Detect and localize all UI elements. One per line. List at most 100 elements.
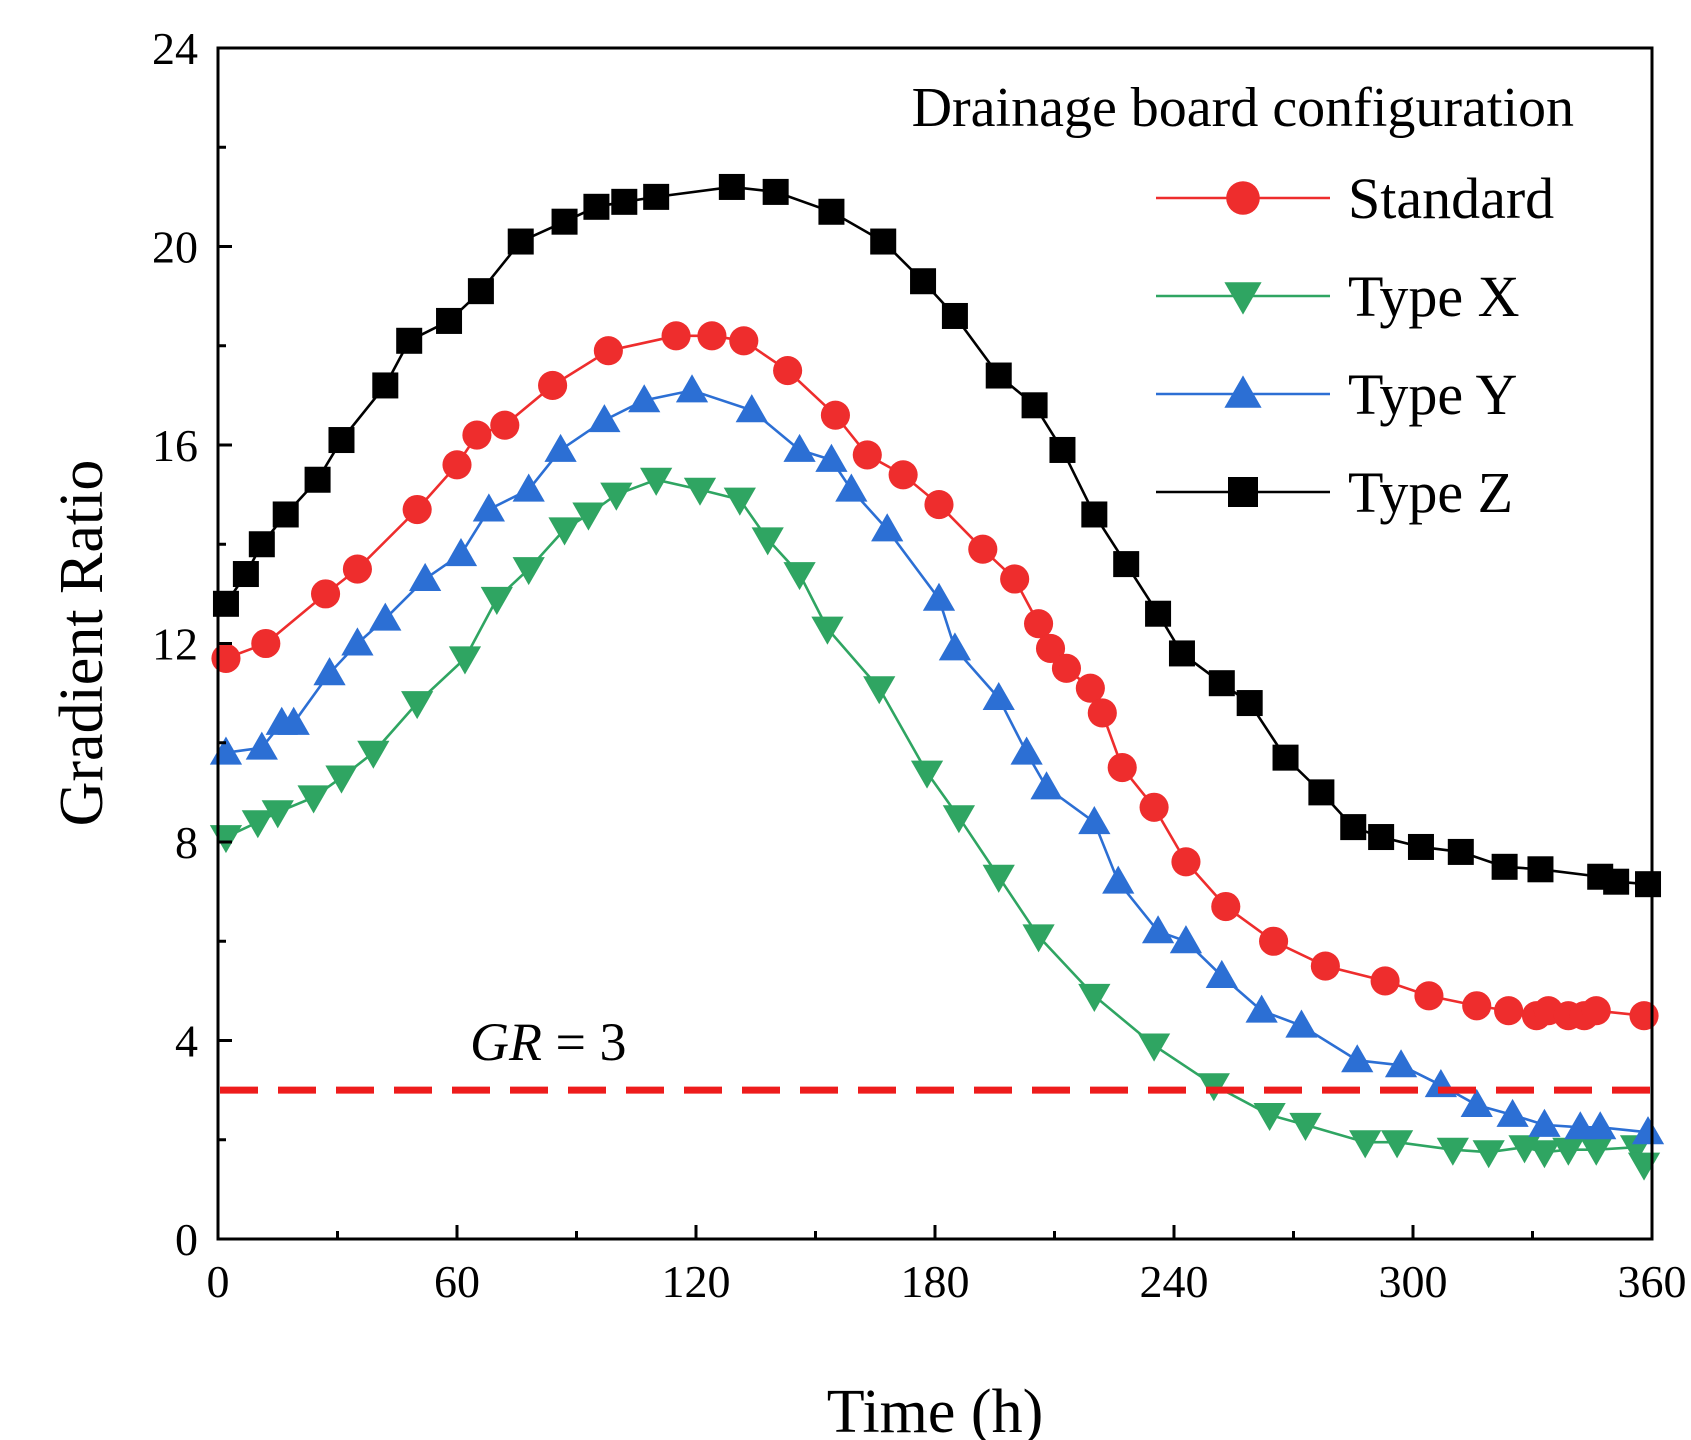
- data-point-type-z: [396, 327, 423, 354]
- data-point-type-x: [863, 676, 896, 705]
- data-point-standard: [1139, 792, 1169, 822]
- data-point-type-z: [818, 198, 845, 225]
- data-point-type-z: [718, 173, 745, 200]
- data-point-type-y: [313, 657, 346, 686]
- data-point-type-y: [588, 404, 621, 433]
- data-point-type-z: [643, 183, 670, 210]
- series-standard: [211, 321, 1659, 1031]
- data-point-type-z: [1049, 436, 1076, 463]
- data-point-type-x: [942, 805, 976, 834]
- data-point-type-z: [762, 178, 789, 205]
- data-point-standard: [1024, 609, 1054, 639]
- series-layer: [209, 173, 1665, 1181]
- data-point-standard: [490, 410, 520, 440]
- data-point-type-x: [297, 785, 330, 814]
- data-point-type-y: [938, 632, 972, 661]
- legend-title: Drainage board configuration: [912, 77, 1574, 139]
- data-point-type-x: [640, 467, 673, 496]
- data-point-type-x: [1078, 983, 1111, 1012]
- data-point-type-y: [1078, 806, 1111, 835]
- legend-marker-type-x: [1224, 282, 1262, 315]
- data-point-standard: [1462, 991, 1492, 1021]
- legend-marker-type-z: [1228, 477, 1258, 507]
- y-tick-label: 0: [175, 1214, 198, 1265]
- data-point-type-x: [480, 586, 513, 615]
- data-point-type-x: [1289, 1112, 1322, 1141]
- data-point-standard: [251, 628, 281, 659]
- data-point-type-z: [372, 372, 399, 399]
- data-point-type-x: [1552, 1137, 1585, 1166]
- data-point-type-z: [1527, 856, 1554, 883]
- data-point-standard: [462, 420, 492, 450]
- data-point-type-y: [444, 538, 478, 567]
- data-point-standard: [1171, 847, 1201, 877]
- data-point-type-z: [304, 466, 331, 493]
- data-point-type-y: [922, 582, 956, 611]
- x-axis-title: Time (h): [827, 1378, 1043, 1440]
- data-point-type-y: [1141, 915, 1175, 944]
- data-point-type-x: [209, 825, 243, 854]
- y-axis-title: Gradient Ratio: [48, 460, 116, 827]
- data-point-type-y: [1169, 925, 1203, 954]
- data-point-type-z: [1308, 779, 1335, 806]
- data-point-type-y: [1631, 1116, 1665, 1145]
- data-point-standard: [211, 643, 241, 673]
- data-point-type-x: [1436, 1137, 1469, 1166]
- data-point-type-z: [1208, 670, 1235, 697]
- data-point-type-z: [551, 208, 578, 235]
- data-point-standard: [924, 489, 954, 520]
- legend-marker-standard: [1226, 181, 1260, 215]
- data-point-standard: [1370, 966, 1400, 996]
- data-point-standard: [820, 400, 850, 430]
- data-point-type-y: [341, 627, 374, 656]
- data-point-type-z: [467, 278, 494, 305]
- data-point-type-x: [241, 810, 274, 839]
- series-type-x: [209, 467, 1661, 1181]
- series-type-y: [209, 374, 1665, 1145]
- gr-annotation-symbol: GR: [470, 1012, 542, 1072]
- data-point-type-z: [1340, 814, 1367, 841]
- data-point-type-y: [1205, 959, 1238, 988]
- data-point-standard: [342, 554, 372, 584]
- data-point-type-y: [783, 433, 816, 462]
- data-point-type-z: [1407, 833, 1434, 860]
- data-point-type-z: [1236, 690, 1263, 717]
- legend-label-type-x: Type X: [1348, 264, 1520, 329]
- data-point-type-x: [751, 527, 784, 556]
- data-point-type-z: [1635, 871, 1662, 898]
- data-point-type-x: [1580, 1137, 1613, 1166]
- x-tick-label: 60: [434, 1256, 480, 1307]
- data-point-standard: [729, 326, 759, 356]
- data-point-type-z: [941, 302, 968, 329]
- data-point-standard: [1259, 926, 1289, 956]
- y-tick-label: 20: [152, 222, 198, 273]
- data-point-type-x: [683, 477, 717, 506]
- data-point-type-z: [436, 307, 463, 334]
- data-point-type-x: [1472, 1140, 1505, 1169]
- data-point-type-y: [512, 473, 545, 502]
- data-point-standard: [402, 494, 432, 525]
- data-point-type-y: [472, 493, 505, 522]
- data-point-type-x: [600, 482, 633, 511]
- data-point-type-z: [583, 193, 610, 220]
- data-point-standard: [852, 440, 882, 470]
- data-point-standard: [1211, 891, 1241, 922]
- y-tick-label: 12: [152, 619, 198, 670]
- data-point-type-x: [783, 562, 816, 591]
- data-point-type-y: [1496, 1098, 1529, 1127]
- data-point-type-z: [1447, 838, 1474, 865]
- data-point-type-z: [507, 228, 534, 255]
- data-point-type-x: [811, 616, 844, 645]
- data-point-type-x: [1349, 1130, 1382, 1159]
- data-point-type-y: [675, 374, 709, 403]
- data-point-type-z: [1368, 824, 1395, 851]
- data-point-type-y: [1030, 771, 1063, 800]
- data-point-type-x: [572, 502, 605, 531]
- data-point-standard: [968, 534, 998, 564]
- x-tick-label: 0: [207, 1256, 230, 1307]
- data-point-type-y: [1285, 1009, 1318, 1038]
- data-point-type-y: [1245, 994, 1278, 1023]
- data-point-type-z: [328, 427, 355, 454]
- data-point-standard: [538, 370, 568, 401]
- data-point-type-x: [723, 487, 756, 516]
